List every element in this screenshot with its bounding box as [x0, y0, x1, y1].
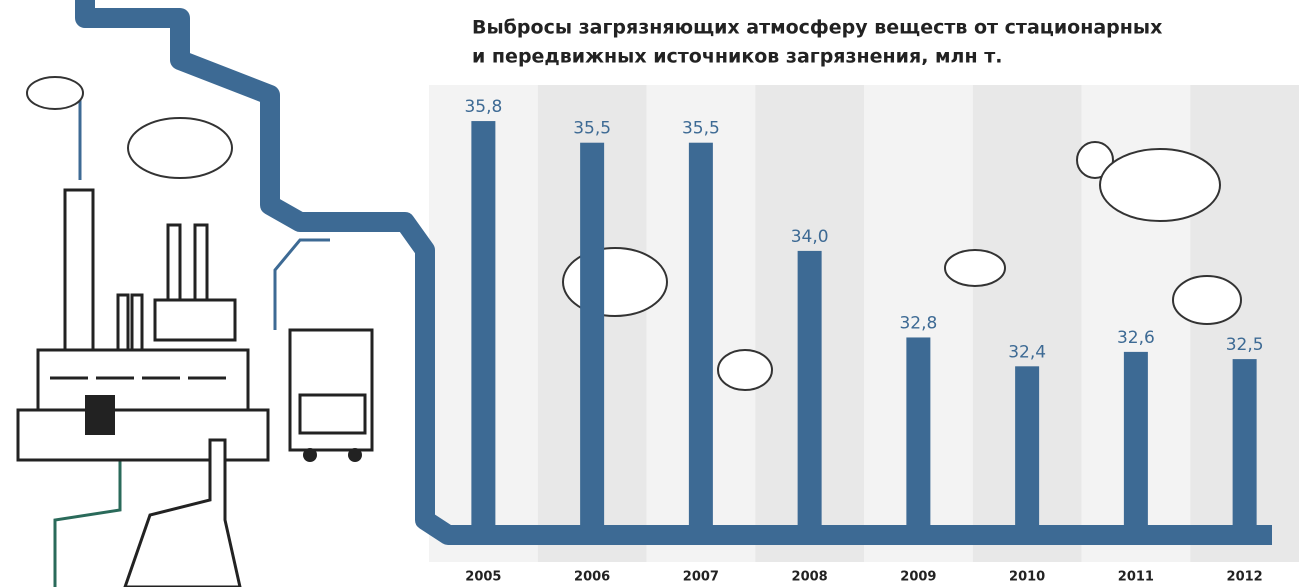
value-label: 32,5 — [1226, 335, 1264, 355]
value-label: 35,5 — [682, 119, 720, 139]
chart-title: Выбросы загрязняющих атмосферу веществ о… — [472, 17, 1162, 39]
value-label: 34,0 — [791, 227, 829, 247]
value-label: 32,4 — [1008, 342, 1046, 362]
x-tick-label: 2010 — [1009, 570, 1045, 585]
factory — [16, 188, 270, 462]
bar — [688, 142, 713, 530]
x-tick-label: 2012 — [1227, 570, 1263, 585]
bar — [1015, 366, 1040, 530]
truck — [288, 328, 374, 462]
ground-pipe — [53, 440, 122, 587]
value-label: 35,8 — [464, 97, 502, 117]
bar — [797, 250, 822, 530]
value-label: 32,8 — [899, 313, 937, 333]
bar — [1232, 359, 1257, 530]
x-tick-label: 2007 — [683, 570, 719, 585]
hand — [123, 438, 242, 587]
value-label: 35,5 — [573, 119, 611, 139]
x-tick-label: 2005 — [465, 570, 501, 585]
x-tick-label: 2008 — [792, 570, 828, 585]
value-label: 32,6 — [1117, 328, 1155, 348]
bar — [1123, 351, 1148, 530]
x-tick-label: 2011 — [1118, 570, 1154, 585]
bar — [471, 121, 496, 530]
chart-title: и передвижных источников загрязнения, мл… — [472, 46, 1002, 68]
x-tick-label: 2006 — [574, 570, 610, 585]
x-tick-label: 2009 — [900, 570, 936, 585]
truck-pipe — [273, 238, 330, 330]
bar — [906, 337, 931, 530]
clouds — [26, 76, 1242, 391]
pipe — [75, 0, 1272, 545]
bar — [580, 142, 605, 530]
